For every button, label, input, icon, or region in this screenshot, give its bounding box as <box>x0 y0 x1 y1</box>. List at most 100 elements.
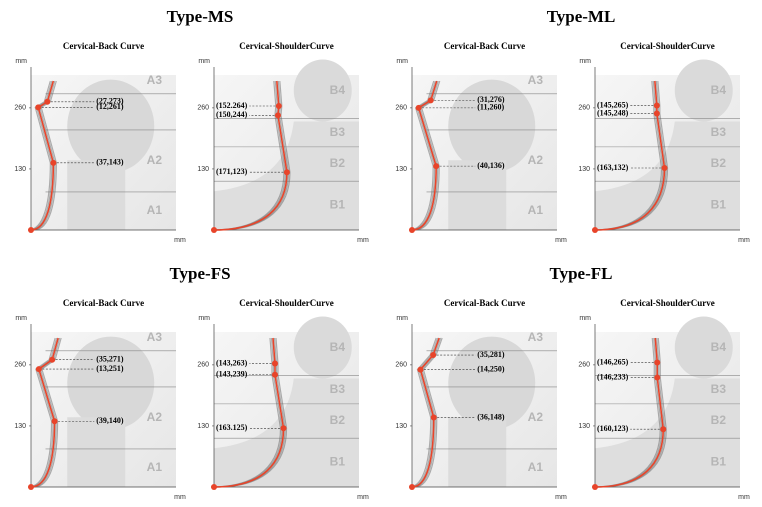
point <box>28 484 34 490</box>
zone-label: B2 <box>711 413 727 427</box>
y-tick-label: 260 <box>395 105 407 112</box>
point <box>274 112 281 119</box>
y-tick-label: 130 <box>197 166 209 173</box>
curve-bundle <box>414 337 443 488</box>
point-label: (27,273) <box>96 97 124 106</box>
point <box>409 227 415 233</box>
point <box>653 110 660 117</box>
mean-curve <box>30 80 55 231</box>
point <box>427 97 434 104</box>
point-label: (150,244) <box>216 110 248 119</box>
torso-silhouette <box>595 378 740 487</box>
neck-silhouette <box>67 417 126 487</box>
point <box>661 165 668 171</box>
point <box>50 159 57 166</box>
point <box>28 227 34 233</box>
x-axis-unit: mm <box>357 237 369 244</box>
point <box>280 425 287 432</box>
zone-label: B4 <box>330 83 346 97</box>
zone-label: A3 <box>147 73 163 87</box>
zone-label: B1 <box>330 455 346 469</box>
panel-subtitle: Cervical-Back Curve <box>63 298 144 308</box>
zone-label: B3 <box>711 125 727 139</box>
y-tick-label: 130 <box>14 423 26 430</box>
y-axis-unit: mm <box>15 315 27 322</box>
y-tick-label: 260 <box>578 105 590 112</box>
point-label: (160,123) <box>597 424 629 433</box>
curve-bundle <box>29 337 58 488</box>
point-label: (13,251) <box>96 364 124 373</box>
y-axis-unit: mm <box>579 315 591 322</box>
neck-silhouette <box>448 417 507 487</box>
point <box>433 163 440 170</box>
point <box>211 227 217 233</box>
point-label: (145,265) <box>597 100 629 109</box>
mean-curve <box>213 80 288 231</box>
zone-label: A2 <box>528 410 544 424</box>
point-label: (143,239) <box>216 370 248 379</box>
zone-label: A1 <box>147 203 163 217</box>
x-axis-unit: mm <box>555 494 567 501</box>
y-tick-label: 260 <box>14 105 26 112</box>
zone-label: B1 <box>711 198 727 212</box>
head-silhouette <box>448 79 536 173</box>
point-label: (40,136) <box>477 161 505 170</box>
panel-subtitle: Cervical-Back Curve <box>63 41 144 51</box>
curve-bundle <box>410 80 436 231</box>
mean-curve <box>411 80 438 231</box>
zone-label: B4 <box>711 83 727 97</box>
point <box>592 484 598 490</box>
y-axis-unit: mm <box>396 315 408 322</box>
x-axis-unit: mm <box>174 494 186 501</box>
curve-bundle <box>27 80 51 231</box>
y-axis-unit: mm <box>15 58 27 65</box>
head-silhouette <box>293 59 352 122</box>
x-axis-unit: mm <box>357 494 369 501</box>
point <box>417 366 424 373</box>
curve-bundle <box>33 337 62 488</box>
zone-label: A3 <box>147 330 163 344</box>
zone-label: A2 <box>528 153 544 167</box>
panel-subtitle: Cervical-ShoulderCurve <box>239 41 334 51</box>
point-label: (146,233) <box>597 372 629 381</box>
point-label: (35,271) <box>96 355 124 364</box>
point <box>660 426 667 433</box>
zone-label: A2 <box>147 410 163 424</box>
curve-bundle <box>408 337 437 488</box>
head-silhouette <box>293 316 352 379</box>
point <box>653 102 660 109</box>
y-axis-unit: mm <box>396 58 408 65</box>
curve-bundle <box>33 80 57 231</box>
point <box>44 98 51 105</box>
head-silhouette <box>448 336 536 430</box>
curve-bundle <box>410 337 439 488</box>
y-tick-label: 260 <box>578 362 590 369</box>
x-axis-unit: mm <box>738 237 750 244</box>
point-label: (36,148) <box>477 412 505 421</box>
curve-bundle <box>27 337 56 488</box>
point-label: (39,140) <box>96 416 124 425</box>
point-label: (11,260) <box>477 103 504 112</box>
mean-curve <box>213 337 285 488</box>
panel-subtitle: Cervical-Back Curve <box>444 41 525 51</box>
point-label: (31,276) <box>477 95 505 104</box>
zone-label: A3 <box>528 73 544 87</box>
point <box>430 414 437 421</box>
y-tick-label: 130 <box>197 423 209 430</box>
point <box>430 352 437 359</box>
zone-label: B4 <box>330 340 346 354</box>
zone-label: A1 <box>528 203 544 217</box>
point-label: (37,143) <box>96 158 124 167</box>
panel-subtitle: Cervical-ShoulderCurve <box>620 298 715 308</box>
y-tick-label: 260 <box>395 362 407 369</box>
zone-label: B4 <box>711 340 727 354</box>
group-title: Type-FS <box>169 264 230 283</box>
y-axis-unit: mm <box>579 58 591 65</box>
zone-label: A1 <box>528 460 544 474</box>
point <box>49 356 56 363</box>
panel-subtitle: Cervical-ShoulderCurve <box>239 298 334 308</box>
point-label: (152.264) <box>216 101 248 110</box>
panel-subtitle: Cervical-ShoulderCurve <box>620 41 715 51</box>
group-title: Type-FL <box>550 264 613 283</box>
y-tick-label: 130 <box>395 166 407 173</box>
